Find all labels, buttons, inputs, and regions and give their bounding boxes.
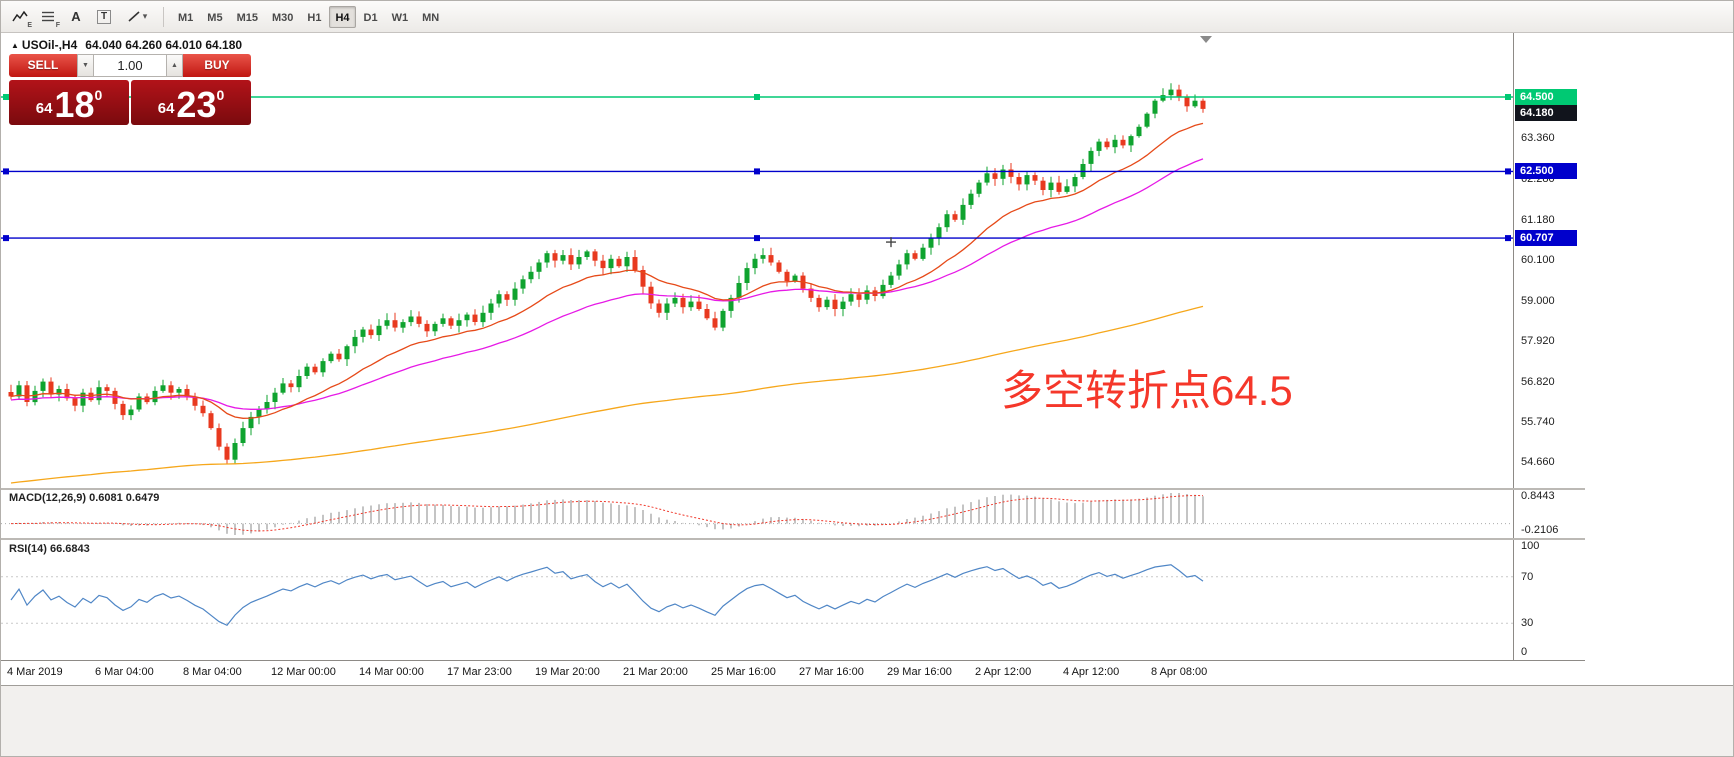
buy-price-prefix: 64 — [157, 100, 175, 117]
text-frame-tool-button[interactable]: T — [91, 5, 117, 29]
time-axis-label: 19 Mar 20:00 — [535, 666, 600, 678]
rsi-scale-label: 30 — [1521, 617, 1534, 630]
volume-decrease-button[interactable]: ▼ — [77, 54, 94, 77]
indicator-list-button[interactable]: F — [35, 5, 61, 29]
price-scale-label: 62.280 — [1521, 172, 1555, 185]
draw-tool-dropdown-button[interactable]: ▾ — [119, 5, 155, 29]
chart-expert-button[interactable]: E — [7, 5, 33, 29]
macd-pane-canvas[interactable] — [1, 490, 1513, 538]
letter-t-icon: T — [96, 9, 112, 24]
volume-input[interactable] — [94, 54, 166, 77]
pencil-line-icon — [128, 11, 140, 22]
price-tag-62.500[interactable]: 62.500 — [1515, 163, 1577, 180]
time-axis-label: 12 Mar 00:00 — [271, 666, 336, 678]
time-axis-label: 4 Mar 2019 — [7, 666, 63, 678]
spin-down-icon: ▼ — [82, 62, 89, 69]
tab-timeframe-d1[interactable]: D1 — [363, 11, 378, 24]
trade-panel-controls: SELL ▼ ▲ BUY — [9, 54, 251, 77]
pane-splitter-rsi[interactable] — [1, 538, 1585, 540]
time-axis-label: 27 Mar 16:00 — [799, 666, 864, 678]
price-scale-label: 57.920 — [1521, 334, 1555, 347]
price-scale-label: 59.000 — [1521, 294, 1555, 307]
tab-timeframe-m30[interactable]: M30 — [271, 11, 294, 24]
sub-f-glyph: F — [55, 21, 60, 29]
price-tag-60.707[interactable]: 60.707 — [1515, 230, 1577, 247]
list-icon — [42, 11, 54, 22]
text-label-tool-button[interactable]: A — [63, 5, 89, 29]
buy-button[interactable]: BUY — [183, 54, 251, 77]
trade-panel-quotes: 64 18 0 64 23 0 — [9, 80, 251, 125]
macd-scale-max: 0.8443 — [1521, 490, 1555, 502]
chevron-down-icon: ▾ — [142, 11, 148, 21]
sell-price-display[interactable]: 64 18 0 — [9, 80, 129, 125]
price-scale-label: 55.740 — [1521, 415, 1555, 428]
tab-timeframe-w1[interactable]: W1 — [391, 11, 409, 24]
tab-timeframe-m5[interactable]: M5 — [207, 11, 223, 24]
rsi-indicator-label: RSI(14) 66.6843 — [9, 543, 90, 555]
tab-timeframe-h4[interactable]: H4 — [329, 5, 356, 28]
rsi-scale-label: 0 — [1521, 646, 1528, 658]
time-axis-label: 29 Mar 16:00 — [887, 666, 952, 678]
time-axis-label: 8 Apr 08:00 — [1151, 666, 1208, 678]
time-axis-separator — [1, 660, 1585, 661]
time-axis-label: 21 Mar 20:00 — [623, 666, 688, 678]
price-scale-label: 54.660 — [1521, 456, 1555, 469]
buy-price-big-digits: 23 — [176, 83, 217, 125]
rsi-pane-canvas[interactable] — [1, 540, 1513, 660]
sell-price-prefix: 64 — [35, 100, 53, 117]
sub-e-glyph: E — [27, 21, 32, 29]
price-tag-64.180: 64.180 — [1515, 105, 1577, 121]
collapse-marker-icon: ▲ — [11, 41, 19, 50]
time-axis-label: 2 Apr 12:00 — [975, 666, 1032, 678]
tab-timeframe-h1[interactable]: H1 — [307, 11, 322, 24]
zigzag-chart-icon — [12, 10, 28, 21]
toolbar-separator — [163, 6, 164, 27]
tab-timeframe-m1[interactable]: M1 — [178, 11, 194, 24]
rsi-scale-label: 100 — [1521, 540, 1540, 552]
spin-up-icon: ▲ — [171, 62, 178, 69]
volume-increase-button[interactable]: ▲ — [166, 54, 183, 77]
timeframe-button-group: M1 M5 M15 M30 H1 H4 D1 W1 MN — [172, 5, 445, 28]
price-scale-label: 63.360 — [1521, 132, 1555, 145]
rsi-scale-label: 70 — [1521, 570, 1534, 583]
toolbar: E F A T ▾ M1 M5 M15 M30 H1 H4 D1 W1 MN — [1, 1, 1733, 33]
macd-indicator-label: MACD(12,26,9) 0.6081 0.6479 — [9, 492, 160, 504]
buy-price-superscript: 0 — [216, 87, 225, 103]
symbol-period-label: USOil-,H4 — [21, 38, 78, 52]
tab-timeframe-mn[interactable]: MN — [422, 11, 440, 24]
pane-splitter-macd[interactable] — [1, 488, 1585, 490]
tab-timeframe-m15[interactable]: M15 — [236, 11, 258, 24]
time-axis-label: 25 Mar 16:00 — [711, 666, 776, 678]
chart-ohlc-header: ▲ USOil-,H4 64.040 64.260 64.010 64.180 — [11, 38, 242, 52]
time-axis-label: 4 Apr 12:00 — [1063, 666, 1120, 678]
macd-scale-min: -0.2106 — [1521, 524, 1559, 536]
price-scale-label: 61.180 — [1521, 213, 1555, 226]
price-tag-64.500[interactable]: 64.500 — [1515, 89, 1577, 105]
time-axis-label: 14 Mar 00:00 — [359, 666, 424, 678]
chart-shift-marker — [1200, 36, 1212, 43]
price-scale-label: 56.820 — [1521, 375, 1555, 388]
price-scale-label: 60.100 — [1521, 253, 1555, 266]
chart-annotation: 多空转折点64.5 — [1001, 367, 1293, 414]
price-scale-separator — [1513, 33, 1514, 661]
sell-price-big-digits: 18 — [54, 83, 95, 125]
time-axis-label: 17 Mar 23:00 — [447, 666, 512, 678]
sell-button[interactable]: SELL — [9, 54, 77, 77]
letter-a-icon: A — [71, 9, 81, 24]
workspace-bottom-area — [1, 685, 1733, 756]
buy-price-display[interactable]: 64 23 0 — [131, 80, 251, 125]
time-axis-label: 6 Mar 04:00 — [95, 666, 154, 678]
time-axis-label: 8 Mar 04:00 — [183, 666, 242, 678]
ohlc-values: 64.040 64.260 64.010 64.180 — [85, 38, 243, 52]
price-chart-canvas[interactable] — [1, 33, 1513, 488]
sell-price-superscript: 0 — [94, 87, 103, 103]
